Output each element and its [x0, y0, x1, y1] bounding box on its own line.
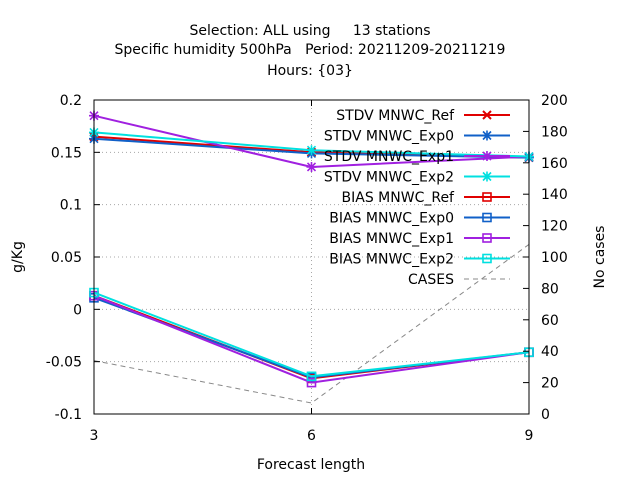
y2-tick-label: 40 [541, 344, 559, 360]
legend-label: BIAS MNWC_Ref [342, 190, 456, 206]
x-axis-label: Forecast length [257, 457, 365, 473]
legend-marker [482, 192, 492, 202]
y-tick-label: -0.1 [55, 407, 82, 423]
x-tick-label: 6 [307, 428, 316, 444]
y-tick-label: 0.15 [51, 145, 82, 161]
y-axis-ticks: -0.1 -0.05 0 0.05 0.1 0.15 0.2 [46, 93, 100, 423]
y-tick-label: 0.05 [51, 250, 82, 266]
series-line-6 [93, 296, 530, 379]
legend-marker [482, 130, 492, 141]
series-3-point-2 [306, 161, 317, 172]
cases-layer [93, 243, 530, 404]
title-line-3: Hours: {03} [267, 63, 353, 79]
legend-marker [482, 110, 492, 120]
chart-title: Selection: ALL using 13 stations Specifi… [115, 23, 506, 79]
y2-tick-label: 160 [541, 156, 568, 172]
y2-tick-label: 0 [541, 407, 550, 423]
series-8-point-2 [306, 371, 317, 382]
legend-label: STDV MNWC_Exp2 [324, 170, 454, 186]
y-axis-label: g/Kg [10, 241, 26, 273]
y2-tick-label: 20 [541, 376, 559, 392]
legend-label: BIAS MNWC_Exp1 [329, 231, 454, 247]
legend-label: STDV MNWC_Exp0 [324, 129, 454, 145]
y-tick-label: 0 [73, 302, 82, 318]
y2-tick-label: 100 [541, 250, 568, 266]
x-tick-label: 9 [525, 428, 534, 444]
y2-tick-label: 80 [541, 281, 559, 297]
legend-label: STDV MNWC_Ref [336, 108, 455, 124]
y2-tick-label: 60 [541, 313, 559, 329]
series-line-9 [93, 243, 530, 404]
x-axis-ticks: 3 6 9 [90, 100, 534, 444]
series-7-point-2 [306, 377, 317, 388]
legend: STDV MNWC_Ref STDV MNWC_Exp0 STDV MNWC_Exp… [324, 108, 510, 288]
series-4-point-2 [306, 145, 317, 156]
series-line-8 [93, 291, 530, 378]
legend-marker [482, 171, 492, 182]
legend-marker [482, 253, 492, 264]
y-tick-label: -0.05 [46, 355, 82, 371]
legend-marker [482, 212, 492, 223]
y2-tick-label: 200 [541, 93, 568, 109]
y2-tick-label: 180 [541, 124, 568, 140]
title-line-1: Selection: ALL using 13 stations [189, 23, 430, 39]
y2-axis-label: No cases [592, 226, 608, 289]
x-tick-label: 3 [90, 428, 99, 444]
y-tick-label: 0.1 [60, 198, 82, 214]
legend-label: BIAS MNWC_Exp2 [329, 252, 454, 268]
title-line-2: Specific humidity 500hPa Period: 2021120… [115, 42, 506, 58]
series-line-7 [93, 294, 530, 384]
series-layer [89, 110, 534, 388]
legend-label: BIAS MNWC_Exp0 [329, 211, 454, 227]
y-tick-label: 0.2 [60, 93, 82, 109]
legend-marker [482, 151, 492, 161]
legend-label: CASES [408, 272, 454, 288]
y2-axis-ticks: 0 20 40 60 80 100 120 140 160 180 200 [523, 93, 568, 423]
y2-tick-label: 120 [541, 219, 568, 235]
legend-label: STDV MNWC_Exp1 [324, 149, 454, 165]
y2-tick-label: 140 [541, 187, 568, 203]
legend-marker [482, 233, 492, 243]
